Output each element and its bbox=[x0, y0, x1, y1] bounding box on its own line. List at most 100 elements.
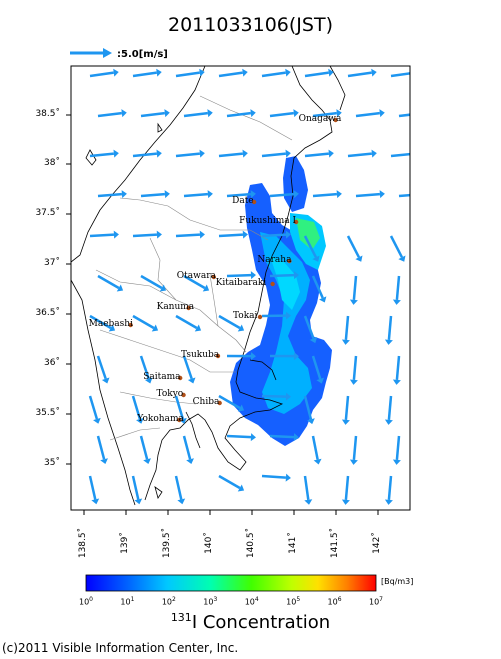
wind-arrow-head bbox=[285, 68, 291, 77]
city-label: Tokyo bbox=[156, 389, 184, 399]
lat-tick-label: 36˚ bbox=[44, 358, 60, 368]
colorbar-unit: [Bq/m3] bbox=[381, 577, 414, 586]
wind-arrow-head bbox=[108, 324, 116, 332]
wind-arrow-head bbox=[285, 149, 291, 158]
lon-tick-label: 141.5˚ bbox=[330, 527, 340, 559]
lat-tick-label: 38˚ bbox=[44, 158, 60, 168]
city-dot bbox=[333, 117, 338, 123]
wind-arrow-head bbox=[309, 337, 318, 344]
wind-arrow bbox=[304, 152, 330, 158]
wind-arrow-head bbox=[164, 190, 170, 199]
wind-arrow bbox=[390, 152, 410, 158]
wind-arrow-head bbox=[379, 190, 385, 199]
wind-arrow bbox=[174, 395, 185, 420]
wind-arrow-head bbox=[187, 377, 196, 384]
wind-arrow bbox=[303, 235, 318, 258]
wind-arrow-head bbox=[91, 498, 100, 505]
wind-arrow-head bbox=[121, 109, 127, 118]
wind-arrow-head bbox=[113, 68, 119, 77]
wind-arrow bbox=[269, 434, 295, 439]
wind-arrow bbox=[175, 233, 201, 238]
wind-arrow-head bbox=[293, 190, 299, 199]
city-dot bbox=[287, 258, 292, 264]
wind-arrow bbox=[398, 193, 410, 198]
wind-arrow bbox=[89, 314, 112, 330]
city-dot bbox=[217, 400, 222, 406]
lat-tick-label: 37˚ bbox=[44, 258, 60, 268]
wind-arrow-head bbox=[285, 230, 291, 239]
lon-tick-label: 138.5˚ bbox=[78, 527, 88, 559]
wind-arrow-head bbox=[312, 255, 320, 262]
city-dot bbox=[211, 274, 216, 280]
wind-arrow-head bbox=[392, 299, 401, 305]
wind-arrow bbox=[132, 314, 155, 330]
wind-arrow-head bbox=[202, 284, 210, 292]
city-label: Kitaibaraki bbox=[215, 278, 267, 288]
lon-tick-marks bbox=[83, 510, 379, 515]
wind-arrow bbox=[355, 111, 380, 118]
wind-arrow-head bbox=[199, 230, 205, 239]
wind-arrow-head bbox=[349, 299, 358, 305]
wind-arrow-head bbox=[134, 498, 143, 505]
wind-arrow bbox=[226, 111, 251, 118]
wind-arrow-head bbox=[242, 149, 248, 158]
wind-arrow-head bbox=[349, 379, 358, 385]
wind-arrow bbox=[97, 274, 120, 290]
wind-arrow-head bbox=[250, 109, 256, 118]
wind-arrow bbox=[269, 192, 295, 198]
city-label: Tsukuba bbox=[181, 350, 220, 360]
wind-arrow bbox=[182, 435, 192, 460]
map-title: 2011033106(JST) bbox=[168, 14, 333, 36]
wind-arrow-head bbox=[341, 499, 350, 505]
city-dot bbox=[270, 281, 275, 287]
lat-tick-label: 35˚ bbox=[44, 458, 60, 468]
wind-arrow bbox=[347, 71, 372, 78]
wind-arrow-head bbox=[151, 324, 159, 332]
wind-arrow bbox=[140, 192, 166, 198]
lon-tick-label: 140˚ bbox=[204, 532, 214, 554]
wind-arrow bbox=[175, 71, 200, 78]
wind-arrow bbox=[261, 233, 287, 238]
city-label: Otawara bbox=[176, 271, 216, 281]
lat-tick-label: 36.5˚ bbox=[35, 308, 60, 318]
city-dot bbox=[128, 322, 133, 328]
wind-arrow-head bbox=[207, 109, 213, 118]
lon-tick-label: 140.5˚ bbox=[246, 527, 256, 559]
wind-arrow-head bbox=[355, 255, 363, 262]
wind-arrow-head bbox=[237, 484, 245, 492]
wind-arrow bbox=[389, 235, 404, 258]
wind-arrow bbox=[132, 71, 157, 78]
wind-arrow bbox=[175, 152, 201, 158]
wind-arrow-head bbox=[414, 69, 420, 77]
wind-arrow-head bbox=[304, 499, 313, 505]
wind-arrow bbox=[261, 394, 287, 398]
wind-arrow-head bbox=[116, 284, 124, 292]
wind-arrow-head bbox=[156, 68, 162, 77]
wind-arrow-head bbox=[199, 68, 205, 77]
wind-arrow-head bbox=[144, 377, 153, 384]
wind-arrow bbox=[218, 474, 241, 490]
wind-arrow bbox=[387, 395, 393, 421]
wind-arrow-head bbox=[136, 417, 144, 424]
wind-arrow bbox=[96, 435, 106, 460]
colorbar bbox=[85, 574, 377, 592]
wind-arrow-head bbox=[143, 458, 151, 465]
city-label: Onagawa bbox=[298, 114, 342, 124]
colorbar-tick-label: 104 bbox=[244, 596, 259, 607]
wind-arrow bbox=[261, 474, 287, 479]
wind-arrow bbox=[183, 111, 208, 118]
city-dot bbox=[293, 219, 299, 225]
city-label: Saitama bbox=[143, 372, 181, 382]
wind-arrow-head bbox=[285, 473, 291, 482]
wind-arrow-head bbox=[422, 109, 427, 117]
wind-arrow bbox=[347, 152, 373, 158]
lon-tick-label: 139.5˚ bbox=[162, 527, 172, 559]
city-dot bbox=[251, 199, 257, 205]
wind-arrow bbox=[344, 315, 350, 341]
wind-arrow bbox=[390, 72, 410, 78]
wind-arrow-head bbox=[384, 339, 393, 345]
city-dot bbox=[257, 314, 263, 320]
wind-arrow bbox=[140, 111, 165, 118]
wind-arrow-head bbox=[414, 150, 419, 158]
city-label: Chiba bbox=[192, 397, 220, 407]
